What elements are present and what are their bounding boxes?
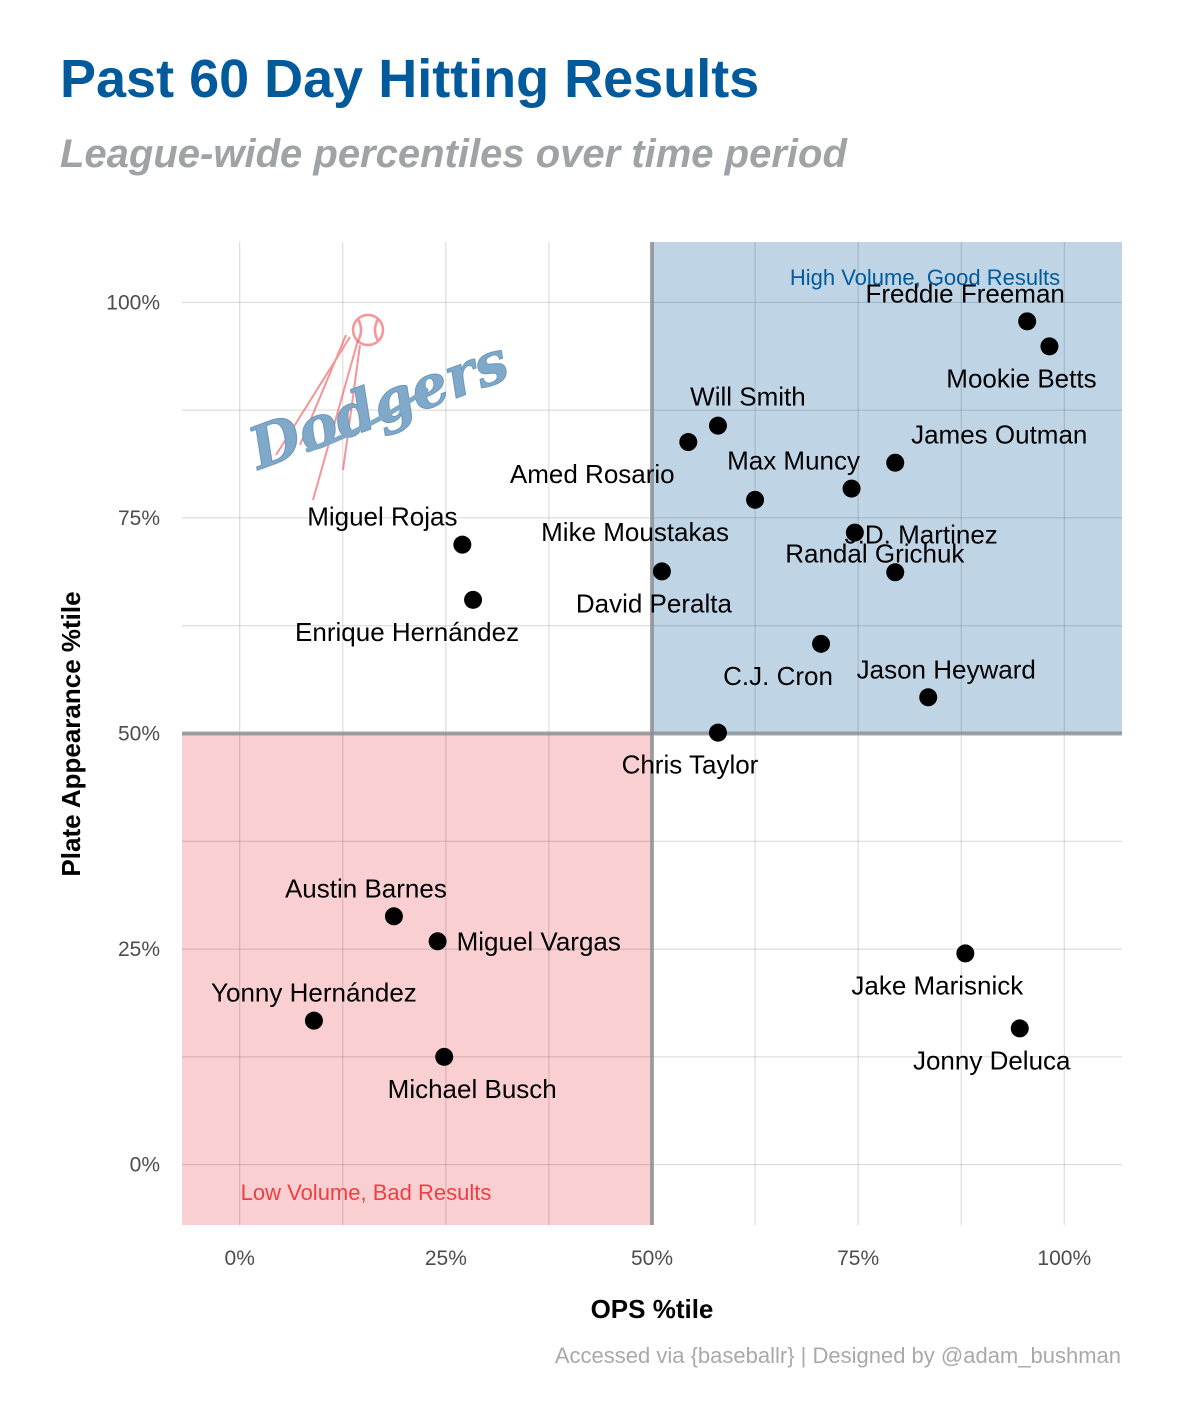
- data-point: [453, 535, 472, 554]
- point-label: Will Smith: [690, 382, 806, 412]
- point-label: Max Muncy: [727, 446, 860, 476]
- y-tick-label: 0%: [130, 1154, 160, 1177]
- data-point: [886, 563, 905, 582]
- point-label: Amed Rosario: [510, 459, 675, 489]
- zone-labels-layer: High Volume, Good Results Low Volume, Bad…: [241, 265, 1060, 1205]
- x-tick-label: 50%: [631, 1247, 673, 1270]
- point-label: Randal Grichuk: [785, 539, 965, 569]
- data-point: [1010, 1019, 1029, 1038]
- data-point: [886, 453, 905, 472]
- x-tick-label: 100%: [1037, 1247, 1091, 1270]
- data-point: [956, 944, 975, 963]
- data-point: [428, 932, 447, 951]
- x-tick-label: 25%: [425, 1247, 467, 1270]
- point-label: Mookie Betts: [946, 363, 1096, 393]
- x-tick-label: 75%: [837, 1247, 879, 1270]
- baseball-icon: [351, 313, 385, 347]
- logo-swash: [305, 387, 429, 453]
- x-axis-title: OPS %tile: [591, 1294, 714, 1324]
- point-label: Michael Busch: [388, 1074, 557, 1104]
- data-point: [708, 723, 727, 742]
- data-point: [919, 688, 938, 707]
- point-label: Jason Heyward: [857, 654, 1036, 684]
- point-label: Jake Marisnick: [851, 970, 1024, 1000]
- data-point: [812, 634, 831, 653]
- caption: Accessed via {baseballr} | Designed by @…: [554, 1343, 1121, 1368]
- data-point: [746, 490, 765, 509]
- point-label: James Outman: [911, 420, 1087, 450]
- zones-layer: [182, 242, 1122, 1225]
- point-label: Chris Taylor: [622, 750, 759, 780]
- data-point: [1040, 337, 1059, 356]
- point-label: C.J. Cron: [723, 661, 833, 691]
- zone-label-good: High Volume, Good Results: [790, 265, 1060, 290]
- page-subtitle: League-wide percentiles over time period: [60, 132, 847, 176]
- point-label: J.D. Martinez: [845, 519, 998, 549]
- y-axis-title: Plate Appearance %tile: [56, 591, 86, 876]
- point-label: Enrique Hernández: [295, 617, 519, 647]
- point-label: Miguel Vargas: [457, 926, 621, 956]
- data-point: [842, 479, 861, 498]
- y-tick-label: 75%: [118, 507, 160, 530]
- zone-good: [652, 242, 1122, 734]
- data-point: [679, 433, 698, 452]
- data-point: [435, 1047, 454, 1066]
- data-point: [708, 416, 727, 435]
- logo-wordmark: Dodgers: [238, 327, 517, 484]
- point-label: David Peralta: [576, 588, 733, 618]
- y-tick-label: 100%: [106, 291, 160, 314]
- data-point: [845, 523, 864, 542]
- data-point: [652, 562, 671, 581]
- point-label: Jonny Deluca: [913, 1045, 1071, 1075]
- point-label: Mike Moustakas: [541, 517, 729, 547]
- data-point: [464, 590, 483, 609]
- x-tick-label: 0%: [225, 1247, 255, 1270]
- data-point: [304, 1011, 323, 1030]
- labels-layer: Freddie Freeman Mookie Betts Will Smith Ame…: [211, 278, 1097, 1104]
- y-tick-label: 25%: [118, 938, 160, 961]
- divider-layer: [182, 242, 1122, 1225]
- point-label: Freddie Freeman: [865, 278, 1064, 308]
- dodgers-logo: Dodgers: [238, 313, 518, 501]
- zone-label-bad: Low Volume, Bad Results: [241, 1180, 492, 1205]
- logo-ball-streaks: [275, 334, 361, 501]
- points-layer: [304, 312, 1059, 1066]
- ticks-layer: 0% 25% 50% 75% 100% 0% 25% 50% 75% 100%: [106, 291, 1091, 1270]
- page-title: Past 60 Day Hitting Results: [60, 49, 760, 109]
- y-tick-label: 50%: [118, 723, 160, 746]
- data-point: [1018, 312, 1037, 331]
- point-label: Austin Barnes: [285, 873, 447, 903]
- data-point: [384, 907, 403, 926]
- zone-bad: [182, 733, 652, 1225]
- point-label: Yonny Hernández: [211, 978, 417, 1008]
- point-label: Miguel Rojas: [307, 502, 457, 532]
